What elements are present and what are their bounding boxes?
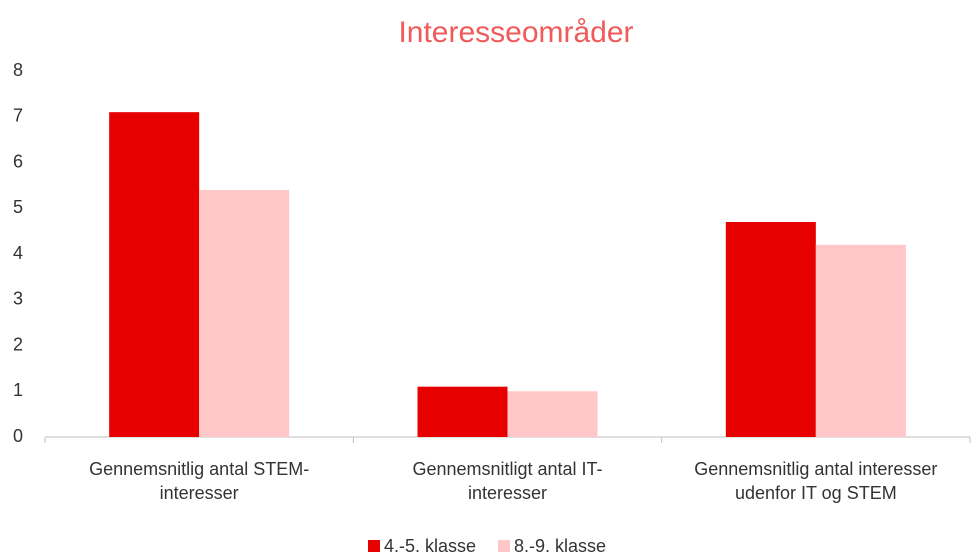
chart-title: Interesseområder — [398, 16, 633, 49]
y-tick-label: 3 — [13, 289, 23, 309]
x-tick-label: Gennemsnitlig antal STEM-interesser — [89, 459, 310, 503]
y-tick-label: 4 — [13, 243, 23, 263]
legend-item: 8.-9. klasse — [498, 535, 606, 556]
bar — [199, 189, 290, 437]
x-tick-label: Gennemsnitligt antal IT-interesser — [412, 459, 603, 503]
y-tick-label: 6 — [13, 151, 23, 171]
legend-swatch — [498, 540, 510, 552]
legend: 4.-5. klasse 8.-9. klasse — [0, 535, 974, 556]
bar — [109, 112, 200, 438]
bar — [417, 386, 508, 437]
bar — [725, 221, 816, 437]
y-tick-label: 0 — [13, 426, 23, 446]
legend-label: 8.-9. klasse — [514, 536, 607, 556]
legend-swatch — [367, 540, 380, 552]
legend-item: 4.-5. klasse — [367, 535, 476, 556]
y-tick-label: 7 — [13, 106, 23, 126]
bar — [815, 244, 906, 437]
y-tick-label: 1 — [13, 380, 23, 400]
y-tick-label: 8 — [13, 60, 23, 80]
legend-label: 4.-5. klasse — [383, 536, 476, 556]
y-tick-label: 5 — [13, 197, 23, 217]
x-tick-label: Gennemsnitlig antal interesser udenfor I… — [694, 459, 938, 503]
bar — [507, 391, 598, 437]
y-tick-label: 2 — [13, 334, 23, 354]
